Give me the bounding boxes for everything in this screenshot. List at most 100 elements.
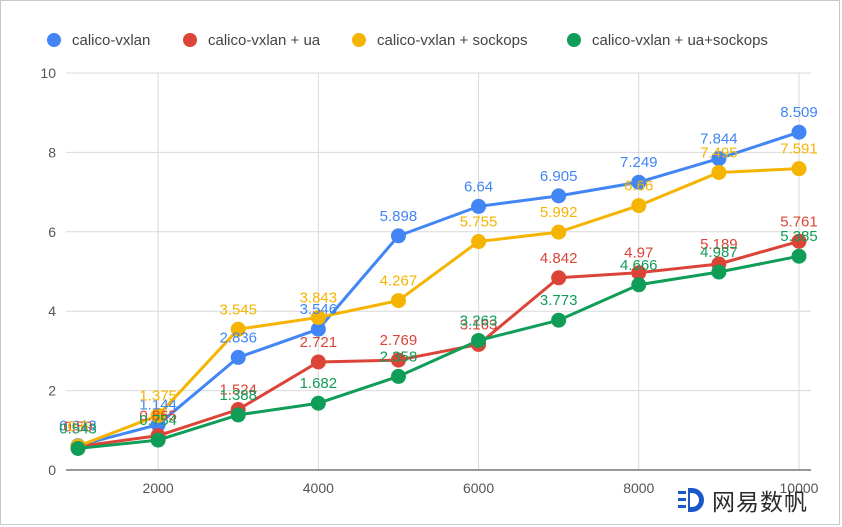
data-point <box>390 368 406 384</box>
data-label: 5.992 <box>540 204 578 221</box>
legend-marker-icon <box>567 33 581 47</box>
data-point <box>390 352 406 368</box>
data-label: 1.388 <box>219 387 257 404</box>
data-labels: 0.613 1.144 2.836 3.546 5.898 6.64 6.905 7.249 7… <box>59 104 818 437</box>
data-label: 1.144 <box>139 397 177 414</box>
legend[interactable]: calico-vxlan calico-vxlan + ua calico-vxla… <box>47 32 768 49</box>
data-point <box>230 407 246 423</box>
data-label: 2.769 <box>380 332 418 349</box>
data-point <box>791 124 807 140</box>
netease-shufan-logo-icon <box>678 488 704 512</box>
data-label: 3.163 <box>460 316 498 333</box>
data-label: 7.591 <box>780 141 818 158</box>
data-point <box>791 233 807 249</box>
legend-label: calico-vxlan + ua+sockops <box>592 32 768 49</box>
data-label: 2.721 <box>300 334 338 351</box>
series-line <box>77 130 800 448</box>
data-point <box>551 270 567 286</box>
data-label: 7.495 <box>700 144 738 161</box>
series-lines <box>77 130 800 450</box>
data-label: 1.375 <box>139 387 177 404</box>
data-point <box>711 151 727 167</box>
data-point <box>70 440 86 456</box>
series-line <box>77 167 800 448</box>
data-point <box>471 234 487 250</box>
data-point <box>631 198 647 214</box>
legend-item[interactable]: calico-vxlan <box>47 32 150 49</box>
data-label: 2.836 <box>219 329 257 346</box>
x-tick-label: 2000 <box>143 480 174 496</box>
watermark: 网易数帆 <box>676 482 808 518</box>
data-point <box>310 354 326 370</box>
legend-marker-icon <box>47 33 61 47</box>
data-label: 7.844 <box>700 131 738 148</box>
data-label: 6.66 <box>624 178 653 195</box>
data-label: 5.898 <box>380 208 418 225</box>
legend-item[interactable]: calico-vxlan + ua <box>183 32 321 49</box>
legend-item[interactable]: calico-vxlan + sockops <box>352 32 527 49</box>
data-label: 5.385 <box>780 228 818 245</box>
legend-marker-icon <box>352 33 366 47</box>
series-line <box>77 254 800 450</box>
data-point <box>150 432 166 448</box>
data-label: 1.682 <box>300 375 338 392</box>
data-point <box>230 349 246 365</box>
data-label: 2.358 <box>380 348 418 365</box>
y-tick-label: 10 <box>40 65 56 81</box>
data-label: 4.987 <box>700 244 738 261</box>
series-points <box>70 124 807 456</box>
watermark-text: 网易数帆 <box>712 490 808 516</box>
data-label: 8.509 <box>780 104 818 121</box>
data-point <box>631 174 647 190</box>
data-label: 3.843 <box>300 289 338 306</box>
data-label: 6.905 <box>540 168 578 185</box>
data-label: 0.543 <box>59 420 97 437</box>
data-label: 3.545 <box>219 301 257 318</box>
data-point <box>390 228 406 244</box>
data-label: 4.842 <box>540 250 578 267</box>
y-tick-label: 0 <box>48 462 56 478</box>
y-tick-label: 8 <box>48 144 56 160</box>
data-point <box>390 293 406 309</box>
data-point <box>711 164 727 180</box>
data-point <box>631 265 647 281</box>
data-label: 3.263 <box>460 312 498 329</box>
data-point <box>551 188 567 204</box>
data-point <box>631 277 647 293</box>
legend-label: calico-vxlan <box>72 32 150 49</box>
data-point <box>230 321 246 337</box>
data-label: 3.546 <box>300 301 338 318</box>
grid <box>66 72 811 470</box>
legend-label: calico-vxlan + sockops <box>377 32 527 49</box>
data-point <box>310 321 326 337</box>
data-label: 3.773 <box>540 292 578 309</box>
data-point <box>471 332 487 348</box>
y-tick-label: 2 <box>48 383 56 399</box>
data-label: 4.666 <box>620 257 658 274</box>
data-point <box>791 161 807 177</box>
data-point <box>551 224 567 240</box>
x-tick-label: 8000 <box>623 480 654 496</box>
legend-marker-icon <box>183 33 197 47</box>
data-point <box>711 264 727 280</box>
data-label: 4.97 <box>624 245 653 262</box>
series-line <box>77 239 800 449</box>
legend-label: calico-vxlan + ua <box>208 32 321 49</box>
data-point <box>471 198 487 214</box>
y-tick-label: 6 <box>48 224 56 240</box>
data-label: 0.6 <box>68 418 89 435</box>
data-label: 6.64 <box>464 178 493 195</box>
data-point <box>791 248 807 264</box>
data-point <box>310 309 326 325</box>
data-label: 0.754 <box>139 412 177 429</box>
axes: 0 2 4 6 8 10 2000 4000 6000 8000 10000 <box>40 65 818 496</box>
legend-item[interactable]: calico-vxlan + ua+sockops <box>567 32 768 49</box>
x-tick-label: 6000 <box>463 480 494 496</box>
data-label: 0.613 <box>59 418 97 435</box>
data-label: 1.524 <box>219 381 257 398</box>
y-tick-label: 4 <box>48 303 56 319</box>
data-point <box>310 395 326 411</box>
data-label: 5.189 <box>700 236 738 253</box>
